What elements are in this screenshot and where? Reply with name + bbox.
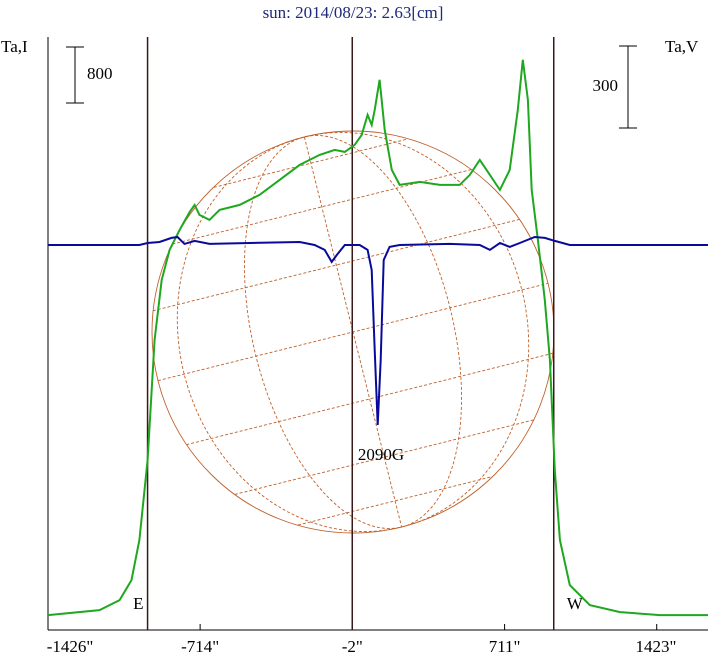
y2-axis-label: Ta,V bbox=[665, 37, 699, 56]
x-tick-label: 1423" bbox=[636, 637, 677, 656]
x-tick-label: -2" bbox=[342, 637, 363, 656]
x-tick-label: -714" bbox=[181, 637, 219, 656]
scale-label: 300 bbox=[593, 76, 619, 95]
x-tick-label: 711" bbox=[489, 637, 521, 656]
series-line bbox=[48, 235, 708, 426]
limb-label: W bbox=[567, 594, 584, 613]
annotation: 2090G bbox=[358, 445, 404, 464]
y-axis-label: Ta,I bbox=[1, 37, 28, 56]
chart-title: sun: 2014/08/23: 2.63[cm] bbox=[263, 3, 444, 22]
x-tick-label: -1426" bbox=[47, 637, 94, 656]
limb-label: E bbox=[133, 594, 143, 613]
scale-label: 800 bbox=[87, 64, 113, 83]
